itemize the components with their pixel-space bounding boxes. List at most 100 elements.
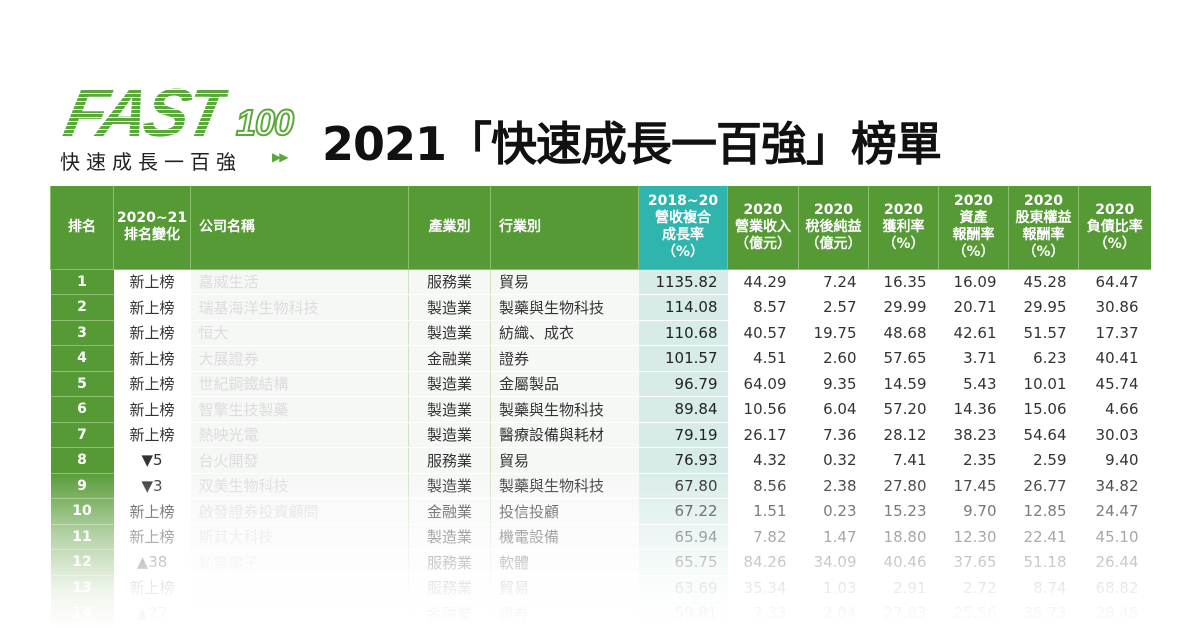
- cell-sector: 製藥與生物科技: [490, 294, 639, 321]
- header-sector: 行業別: [490, 186, 639, 270]
- cell-revenue: 40.57: [727, 320, 799, 346]
- cell-net-income: 1.03: [798, 575, 869, 601]
- cell-sector: 投信投顧: [490, 498, 639, 525]
- cell-net-income: 0.32: [798, 447, 869, 474]
- cell-sector: 證券: [490, 600, 639, 627]
- cell-net-income: 34.09: [798, 549, 869, 576]
- cell-profit-margin: 27.80: [868, 473, 939, 499]
- cell-sector: 軟體: [490, 549, 639, 576]
- logo-wordmark: FAST: [57, 75, 232, 151]
- table-row: 13 新上榜 服務業 貿易 63.69 35.34 1.03 2.91 2.72 8.74 68.8…: [50, 575, 1151, 601]
- header-roe: 2020 股東權益 報酬率 （%）: [1008, 186, 1079, 270]
- cell-sector: 金屬製品: [490, 371, 639, 397]
- header-debt-ratio: 2020 負債比率 （%）: [1078, 186, 1151, 270]
- cell-debt-ratio: 64.47: [1078, 269, 1151, 295]
- cell-cagr: 1135.82: [638, 269, 728, 295]
- cell-cagr: 76.93: [638, 447, 728, 474]
- cell-rank: 13: [50, 575, 114, 601]
- cell-profit-margin: 16.35: [868, 269, 939, 295]
- cell-profit-margin: 48.68: [868, 320, 939, 346]
- cell-company: [190, 600, 409, 627]
- cell-rank-change: 新上榜: [113, 320, 191, 346]
- cell-company: 嘉威生活: [190, 269, 409, 295]
- cell-rank: 10: [50, 498, 114, 525]
- cell-roa: 20.71: [938, 294, 1009, 321]
- cell-cagr: 67.22: [638, 498, 728, 525]
- cell-industry: 服務業: [408, 447, 491, 474]
- cell-rank-change: 新上榜: [113, 396, 191, 423]
- cell-cagr: 67.80: [638, 473, 728, 499]
- cell-roa: 16.09: [938, 269, 1009, 295]
- cell-revenue: 8.57: [727, 294, 799, 321]
- cell-debt-ratio: 45.10: [1078, 524, 1151, 550]
- cell-rank-change: 新上榜: [113, 575, 191, 601]
- cell-industry: 金融業: [408, 600, 491, 627]
- cell-roa: 37.65: [938, 549, 1009, 576]
- cell-profit-margin: 2.91: [868, 575, 939, 601]
- cell-sector: 貿易: [490, 269, 639, 295]
- fast100-logo: FAST 100 快速成長一百強 ▶▶: [58, 75, 303, 174]
- cell-roe: 26.77: [1008, 473, 1079, 499]
- header-industry: 產業別: [408, 186, 491, 270]
- table-row: 14 ▲27 金融業 證券 59.81 7.33 2.04 27.83 25.56 35.73 28…: [50, 600, 1151, 627]
- cell-cagr: 59.81: [638, 600, 728, 627]
- table-row: 9 ▼3 双美生物科技 製造業 製藥與生物科技 67.80 8.56 2.38 27.80 17.…: [50, 473, 1151, 499]
- cell-company: 世紀鋼鐵結構: [190, 371, 409, 397]
- cell-debt-ratio: 40.41: [1078, 345, 1151, 372]
- cell-revenue: 7.33: [727, 600, 799, 627]
- cell-roa: 9.70: [938, 498, 1009, 525]
- cell-roe: 12.85: [1008, 498, 1079, 525]
- cell-debt-ratio: 26.44: [1078, 549, 1151, 576]
- cell-company: [190, 575, 409, 601]
- cell-roe: 22.41: [1008, 524, 1079, 550]
- cell-revenue: 8.56: [727, 473, 799, 499]
- cell-rank: 9: [50, 473, 114, 499]
- cell-debt-ratio: 45.74: [1078, 371, 1151, 397]
- cell-rank-change: ▼3: [113, 473, 191, 499]
- cell-company: 啟發證券投資顧問: [190, 498, 409, 525]
- cell-sector: 製藥與生物科技: [490, 396, 639, 423]
- cell-debt-ratio: 30.86: [1078, 294, 1151, 321]
- cell-profit-margin: 29.99: [868, 294, 939, 321]
- cell-revenue: 26.17: [727, 422, 799, 448]
- cell-sector: 機電設備: [490, 524, 639, 550]
- cell-sector: 製藥與生物科技: [490, 473, 639, 499]
- cell-revenue: 7.82: [727, 524, 799, 550]
- cell-debt-ratio: 17.37: [1078, 320, 1151, 346]
- cell-company: 台火開發: [190, 447, 409, 474]
- page-title: 2021「快速成長一百強」榜單: [322, 117, 942, 171]
- cell-roe: 54.64: [1008, 422, 1079, 448]
- cell-roe: 6.23: [1008, 345, 1079, 372]
- cell-profit-margin: 28.12: [868, 422, 939, 448]
- cell-roa: 2.72: [938, 575, 1009, 601]
- cell-net-income: 7.36: [798, 422, 869, 448]
- header-rank-change: 2020~21 排名變化: [113, 186, 191, 270]
- cell-revenue: 10.56: [727, 396, 799, 423]
- ranking-table: 排名 2020~21 排名變化 公司名稱 產業別 行業別 2018~20 營收複合 成長率…: [50, 186, 1151, 627]
- cell-roe: 45.28: [1008, 269, 1079, 295]
- table-row: 1 新上榜 嘉威生活 服務業 貿易 1135.82 44.29 7.24 16.35 16.09 4…: [50, 269, 1151, 295]
- cell-roa: 2.35: [938, 447, 1009, 474]
- cell-cagr: 63.69: [638, 575, 728, 601]
- header-revenue: 2020 營業收入 （億元）: [727, 186, 799, 270]
- cell-rank: 2: [50, 294, 114, 321]
- table-row: 8 ▼5 台火開發 服務業 貿易 76.93 4.32 0.32 7.41 2.35 2.59 9.4…: [50, 447, 1151, 474]
- cell-net-income: 9.35: [798, 371, 869, 397]
- cell-cagr: 65.75: [638, 549, 728, 576]
- cell-company: 瑞基海洋生物科技: [190, 294, 409, 321]
- cell-net-income: 19.75: [798, 320, 869, 346]
- cell-revenue: 44.29: [727, 269, 799, 295]
- cell-rank-change: ▼5: [113, 447, 191, 474]
- cell-profit-margin: 18.80: [868, 524, 939, 550]
- cell-rank: 3: [50, 320, 114, 346]
- table-row: 12 ▲38 鈊象電子 服務業 軟體 65.75 84.26 34.09 40.46 37.65 5…: [50, 549, 1151, 576]
- cell-debt-ratio: 34.82: [1078, 473, 1151, 499]
- cell-industry: 服務業: [408, 549, 491, 576]
- cell-debt-ratio: 4.66: [1078, 396, 1151, 423]
- cell-profit-margin: 15.23: [868, 498, 939, 525]
- cell-cagr: 110.68: [638, 320, 728, 346]
- cell-roa: 14.36: [938, 396, 1009, 423]
- cell-industry: 製造業: [408, 294, 491, 321]
- header-cagr: 2018~20 營收複合 成長率 （%）: [638, 186, 728, 270]
- cell-debt-ratio: 9.40: [1078, 447, 1151, 474]
